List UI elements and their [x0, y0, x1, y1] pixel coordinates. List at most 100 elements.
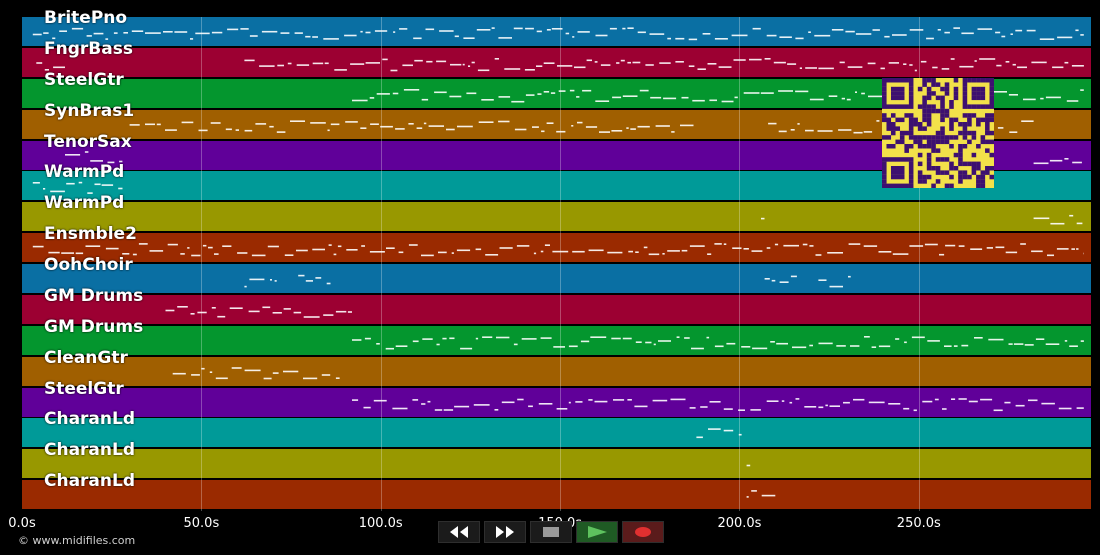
- note: [609, 27, 617, 30]
- fast-forward-button[interactable]: [484, 521, 526, 543]
- note: [462, 63, 465, 66]
- note: [1033, 217, 1050, 220]
- note: [599, 130, 610, 133]
- note: [799, 67, 802, 69]
- note: [988, 338, 1004, 341]
- record-button[interactable]: [622, 521, 664, 543]
- note: [249, 278, 265, 281]
- note: [709, 99, 717, 101]
- note: [937, 29, 941, 31]
- track-name: WarmPd: [44, 162, 125, 183]
- track-lane[interactable]: [22, 47, 1091, 77]
- stop-button[interactable]: [530, 521, 572, 543]
- track-lane[interactable]: [22, 264, 1091, 293]
- note: [888, 61, 899, 64]
- note: [968, 400, 978, 402]
- note: [312, 62, 324, 65]
- note: [1015, 404, 1025, 406]
- note: [85, 245, 101, 248]
- track-lane[interactable]: [22, 294, 1091, 324]
- note: [105, 247, 119, 250]
- note: [422, 338, 433, 340]
- note: [743, 91, 760, 94]
- note: [977, 28, 993, 30]
- note: [209, 371, 213, 373]
- track-lane[interactable]: [22, 480, 1091, 510]
- note: [595, 100, 610, 102]
- note: [514, 128, 527, 130]
- note: [263, 377, 272, 379]
- note: [187, 247, 190, 249]
- note: [305, 35, 311, 38]
- note: [752, 347, 768, 349]
- note: [612, 96, 622, 98]
- note: [386, 247, 395, 250]
- track-lane[interactable]: [22, 17, 1091, 46]
- note: [951, 397, 956, 400]
- note: [847, 66, 863, 68]
- note: [1076, 248, 1079, 250]
- note: [376, 342, 380, 345]
- track-lane[interactable]: [22, 202, 1091, 232]
- note: [779, 36, 792, 38]
- note: [1071, 64, 1084, 67]
- note: [630, 127, 636, 130]
- note: [863, 245, 878, 248]
- play-button[interactable]: [576, 521, 618, 543]
- note: [43, 32, 49, 34]
- track-lane[interactable]: [22, 356, 1091, 386]
- note: [454, 405, 470, 407]
- note: [872, 29, 880, 31]
- note: [805, 129, 814, 132]
- note: [478, 121, 494, 123]
- note: [276, 130, 286, 133]
- note: [689, 406, 696, 409]
- note: [652, 399, 668, 401]
- note: [335, 310, 347, 313]
- note: [626, 126, 629, 129]
- note: [770, 340, 775, 343]
- note: [312, 248, 325, 251]
- note: [118, 188, 123, 190]
- note: [675, 37, 685, 40]
- note: [838, 128, 852, 131]
- note: [323, 38, 339, 40]
- note: [817, 129, 833, 132]
- note: [544, 244, 550, 247]
- track-lane[interactable]: [22, 387, 1091, 417]
- note: [814, 34, 831, 37]
- note: [568, 345, 578, 347]
- rewind-button[interactable]: [438, 521, 480, 543]
- note: [809, 245, 814, 247]
- note: [600, 64, 611, 66]
- note: [594, 60, 598, 63]
- note: [1050, 223, 1065, 225]
- note: [805, 67, 817, 69]
- note: [671, 130, 675, 133]
- note: [995, 246, 1005, 249]
- note: [334, 68, 347, 71]
- track-lane[interactable]: [22, 325, 1091, 355]
- note: [524, 68, 535, 71]
- note: [61, 252, 74, 255]
- note: [761, 494, 776, 497]
- note: [251, 254, 266, 257]
- track-lane[interactable]: [22, 418, 1091, 448]
- note: [627, 398, 632, 401]
- note: [871, 346, 877, 348]
- note: [961, 344, 969, 347]
- note: [909, 64, 913, 66]
- track-lane[interactable]: [22, 233, 1091, 263]
- note: [795, 90, 809, 92]
- note: [853, 131, 863, 134]
- note: [774, 243, 779, 246]
- note: [628, 250, 633, 253]
- note: [296, 249, 308, 252]
- track-lane[interactable]: [22, 449, 1091, 479]
- note: [413, 37, 422, 40]
- note: [721, 100, 734, 103]
- note: [392, 92, 399, 95]
- note: [438, 251, 447, 254]
- note: [501, 401, 515, 403]
- note: [557, 64, 573, 67]
